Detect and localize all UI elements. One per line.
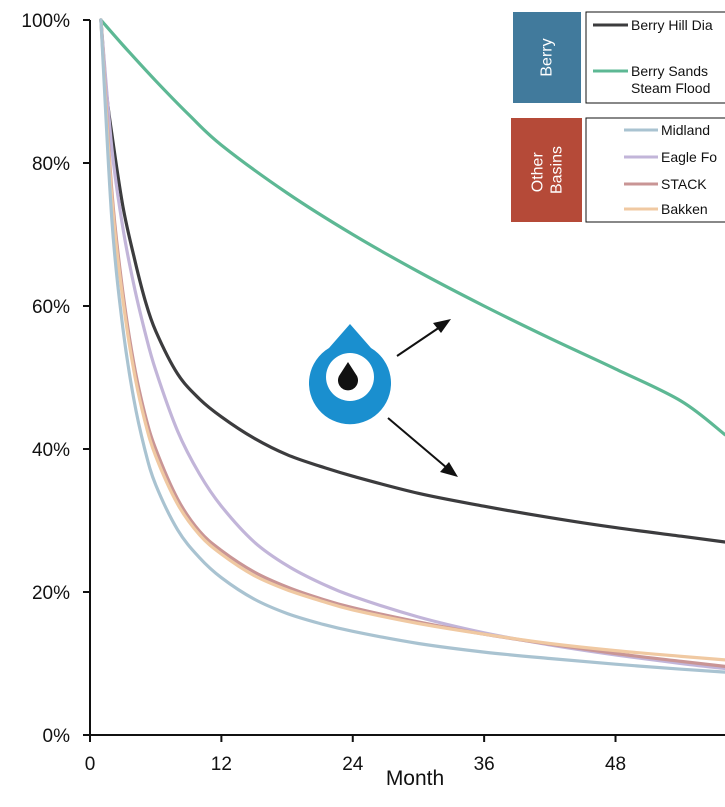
legend-label: Bakken (661, 201, 708, 217)
legend-label: Eagle Fo (661, 149, 717, 165)
x-axis-title: Month (386, 767, 444, 790)
legend-box-other (585, 117, 725, 223)
series-line-berry-sandstone-steam-flood (99, 18, 725, 437)
series-line-midland (99, 18, 725, 674)
y-tick-label: 20% (32, 583, 70, 604)
legend-label: Midland (661, 122, 710, 138)
x-tick-label: 12 (211, 754, 232, 775)
x-tick-label: 24 (342, 754, 364, 775)
y-tick-label: 40% (32, 440, 70, 461)
legend-label: Berry Sands (631, 63, 708, 79)
arrow-down (387, 417, 448, 469)
oil-drop-icon (338, 362, 358, 391)
series-line-berry-hill-diatomite (99, 18, 725, 544)
legend-group-berry (513, 12, 581, 103)
legend-group-label: Berry (539, 38, 556, 76)
y-tick-label: 0% (43, 726, 71, 747)
x-tick-label: 0 (85, 754, 96, 775)
legend-box-berry (585, 11, 725, 104)
x-tick-label: 48 (605, 754, 626, 775)
y-tick-label: 80% (32, 154, 70, 175)
series-lines (99, 18, 725, 674)
legend-group-other (511, 118, 582, 222)
axes (83, 19, 725, 742)
legend: Berry Berry Hill Dia Berry Sands Steam F… (511, 11, 725, 223)
legend-label: Berry Hill Dia (631, 17, 713, 33)
annotation-arrows (387, 319, 458, 477)
legend-label: STACK (661, 176, 707, 192)
figure-caption (0, 793, 725, 807)
berry-drop-logo (278, 318, 418, 425)
x-tick-label: 36 (474, 754, 495, 775)
legend-group-label: Other Basins (530, 146, 566, 194)
y-tick-label: 60% (32, 297, 70, 318)
y-tick-label: 100% (21, 11, 70, 32)
series-line-bakken (99, 18, 725, 662)
legend-label: Steam Flood (631, 80, 710, 96)
arrow-up (396, 326, 441, 357)
axis-tick-labels: 0% 20% 40% 60% 80% 100% 0 12 24 36 48 (21, 11, 626, 775)
